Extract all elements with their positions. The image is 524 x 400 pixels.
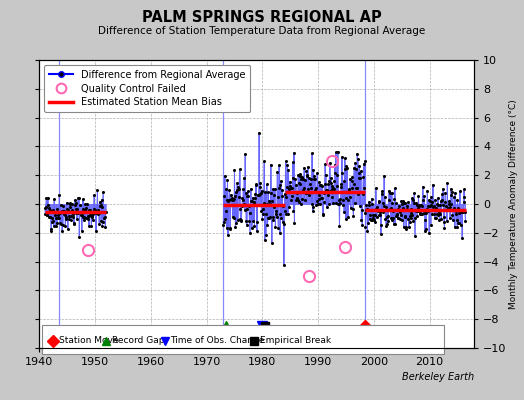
Text: Berkeley Earth: Berkeley Earth — [402, 372, 474, 382]
Y-axis label: Monthly Temperature Anomaly Difference (°C): Monthly Temperature Anomaly Difference (… — [509, 99, 518, 309]
Text: Difference of Station Temperature Data from Regional Average: Difference of Station Temperature Data f… — [99, 26, 425, 36]
Text: PALM SPRINGS REGIONAL AP: PALM SPRINGS REGIONAL AP — [142, 10, 382, 25]
Text: Record Gap: Record Gap — [112, 336, 165, 345]
Text: Station Move: Station Move — [59, 336, 118, 345]
Legend: Difference from Regional Average, Quality Control Failed, Estimated Station Mean: Difference from Regional Average, Qualit… — [44, 65, 250, 112]
Bar — [42, 325, 443, 354]
Text: Time of Obs. Change: Time of Obs. Change — [170, 336, 265, 345]
Text: Empirical Break: Empirical Break — [259, 336, 331, 345]
